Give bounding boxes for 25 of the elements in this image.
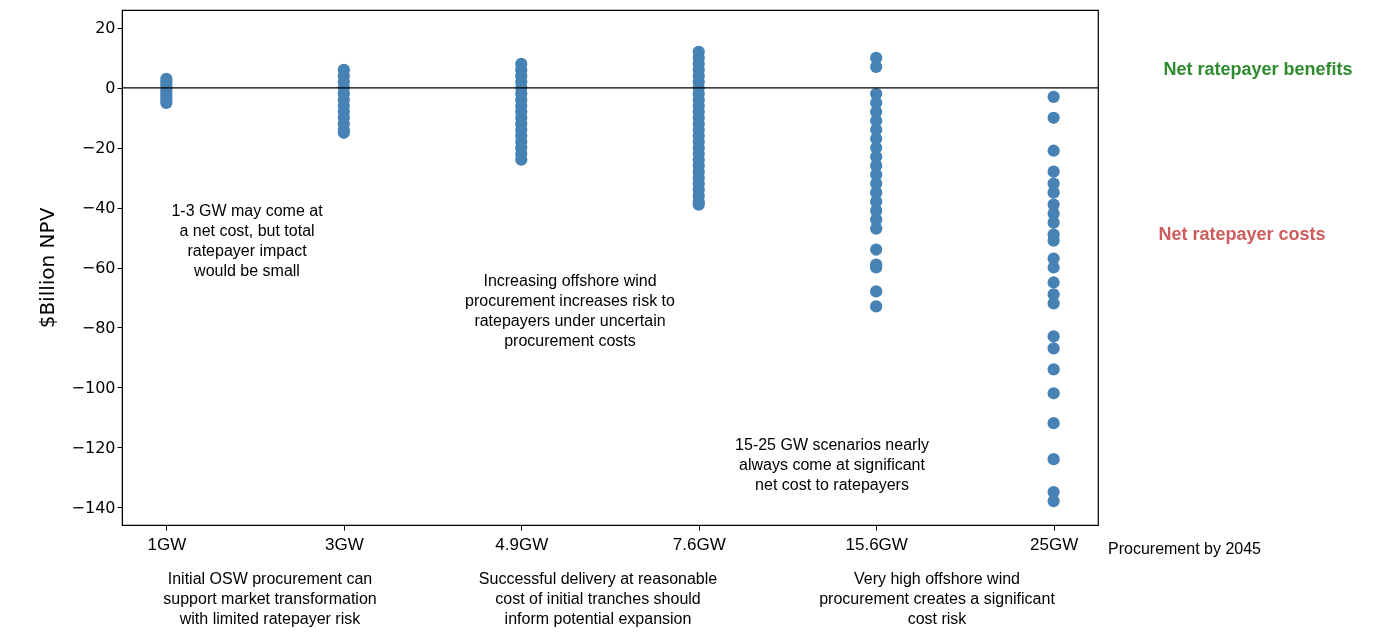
y-axis-title: $Billion NPV bbox=[34, 207, 59, 329]
x-tick-label: 4.9GW bbox=[495, 534, 549, 554]
y-tick-label: −40 bbox=[81, 198, 116, 218]
text: Initial OSW procurement can support market transformation with limited ratepayer risk bbox=[163, 570, 377, 627]
x-tick-label: 3GW bbox=[324, 534, 364, 554]
text: Net ratepayer benefits bbox=[1163, 59, 1353, 79]
x-tick-label: 25GW bbox=[1030, 534, 1079, 554]
y-tick-label: −20 bbox=[81, 138, 116, 158]
y-tick-label: −140 bbox=[71, 497, 116, 517]
x-tick-label: 15.6GW bbox=[845, 534, 908, 554]
text: Net ratepayer costs bbox=[1158, 224, 1326, 244]
y-tick-label: −100 bbox=[71, 377, 116, 397]
annotation: 15-25 GW scenarios nearly always come at significant net cost to ratepayers bbox=[735, 436, 929, 493]
x-tick-label: 7.6GW bbox=[672, 534, 726, 554]
y-tick-label: 0 bbox=[105, 78, 116, 98]
text: Successful delivery at reasonable cost of initial tranches should inform potential expansion bbox=[478, 570, 718, 627]
y-tick-label: −80 bbox=[81, 317, 116, 337]
y-tick-label: −60 bbox=[81, 258, 116, 277]
annotation: Increasing offshore wind procurement increases risk to ratepayers under uncertain procurement costs bbox=[465, 272, 676, 349]
y-tick-label: 20 bbox=[95, 18, 116, 38]
text: Very high offshore wind procurement creates a significant cost risk bbox=[819, 570, 1056, 627]
x-tick-label: 1GW bbox=[147, 534, 187, 554]
y-tick-label: −120 bbox=[71, 437, 116, 457]
annotation: 1-3 GW may come at a net cost, but total ratepayer impact would be small bbox=[171, 202, 324, 279]
x-axis-title: Procurement by 2045 bbox=[1108, 540, 1262, 557]
